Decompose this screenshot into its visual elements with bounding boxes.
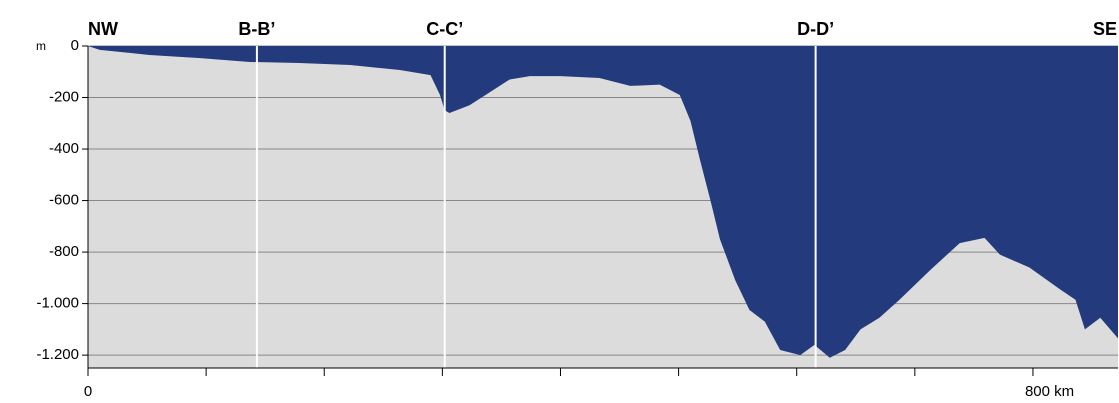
y-tick-label: -800: [49, 243, 79, 260]
section-label: C-C’: [426, 19, 463, 39]
x-tick-label: 0: [84, 383, 92, 400]
y-tick-label: -400: [49, 140, 79, 157]
y-tick-label: 0: [71, 37, 79, 54]
y-unit: m: [36, 39, 46, 53]
left-label: NW: [88, 19, 118, 39]
y-tick-label: -1.000: [36, 295, 79, 312]
section-label: B-B’: [238, 19, 275, 39]
y-tick-label: -1.200: [36, 346, 79, 363]
right-label: SE: [1093, 19, 1117, 39]
y-tick-label: -600: [49, 192, 79, 209]
x-tick-label: 800 km: [1025, 383, 1074, 400]
water-area: [88, 46, 1118, 358]
section-label: D-D’: [797, 19, 834, 39]
y-tick-label: -200: [49, 88, 79, 105]
